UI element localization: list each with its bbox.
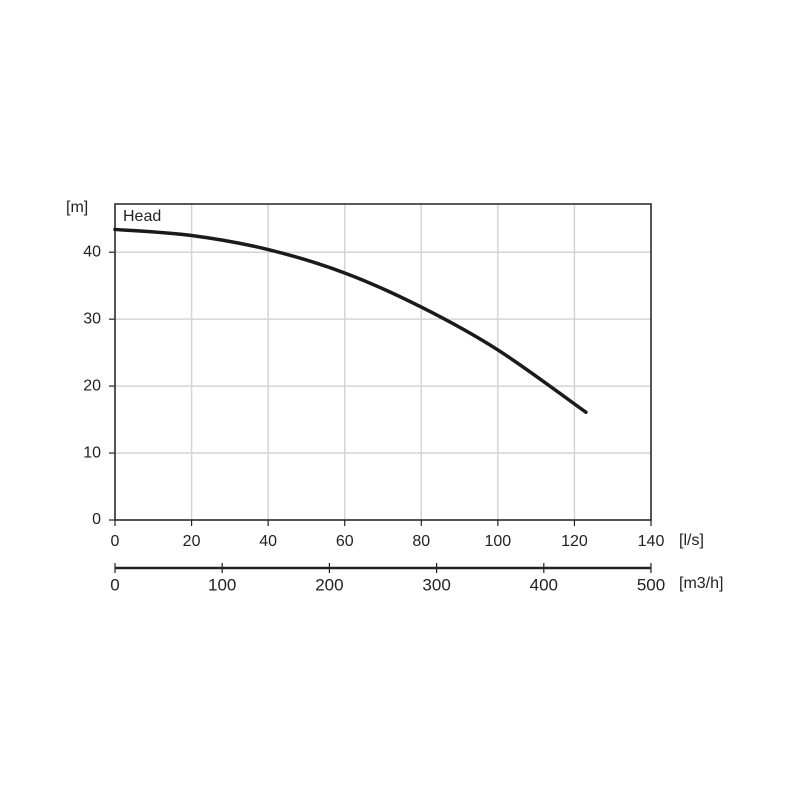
x-tick-label: 60 xyxy=(336,533,354,550)
x2-tick-label: 200 xyxy=(315,575,343,594)
x2-tick-label: 100 xyxy=(208,575,236,594)
y-tick-label: 20 xyxy=(83,377,101,394)
line-series xyxy=(113,227,588,414)
x-tick-label: 40 xyxy=(259,533,277,550)
y-tick-label: 40 xyxy=(83,243,101,260)
x2-tick-label: 300 xyxy=(422,575,450,594)
x-tick-label: 120 xyxy=(561,533,588,550)
plot-frame xyxy=(114,203,652,521)
y-tick-label: 30 xyxy=(83,310,101,327)
x-tick-label: 100 xyxy=(485,533,512,550)
y-tick-label: 10 xyxy=(83,444,101,461)
x2-tick-label: 0 xyxy=(110,575,119,594)
x2-tick-label: 400 xyxy=(530,575,558,594)
y-axis-label: [m] xyxy=(66,199,88,216)
x2-tick-label: 500 xyxy=(637,575,665,594)
series-label: Head xyxy=(123,208,161,225)
x2-axis-label: [m3/h] xyxy=(679,575,723,592)
y-tick-label: 0 xyxy=(92,511,101,528)
x-tick-label: 140 xyxy=(638,533,665,550)
x-axis-label: [l/s] xyxy=(679,532,704,549)
x-tick-label: 0 xyxy=(111,533,120,550)
x-tick-label: 20 xyxy=(183,533,201,550)
x-tick-label: 80 xyxy=(412,533,430,550)
